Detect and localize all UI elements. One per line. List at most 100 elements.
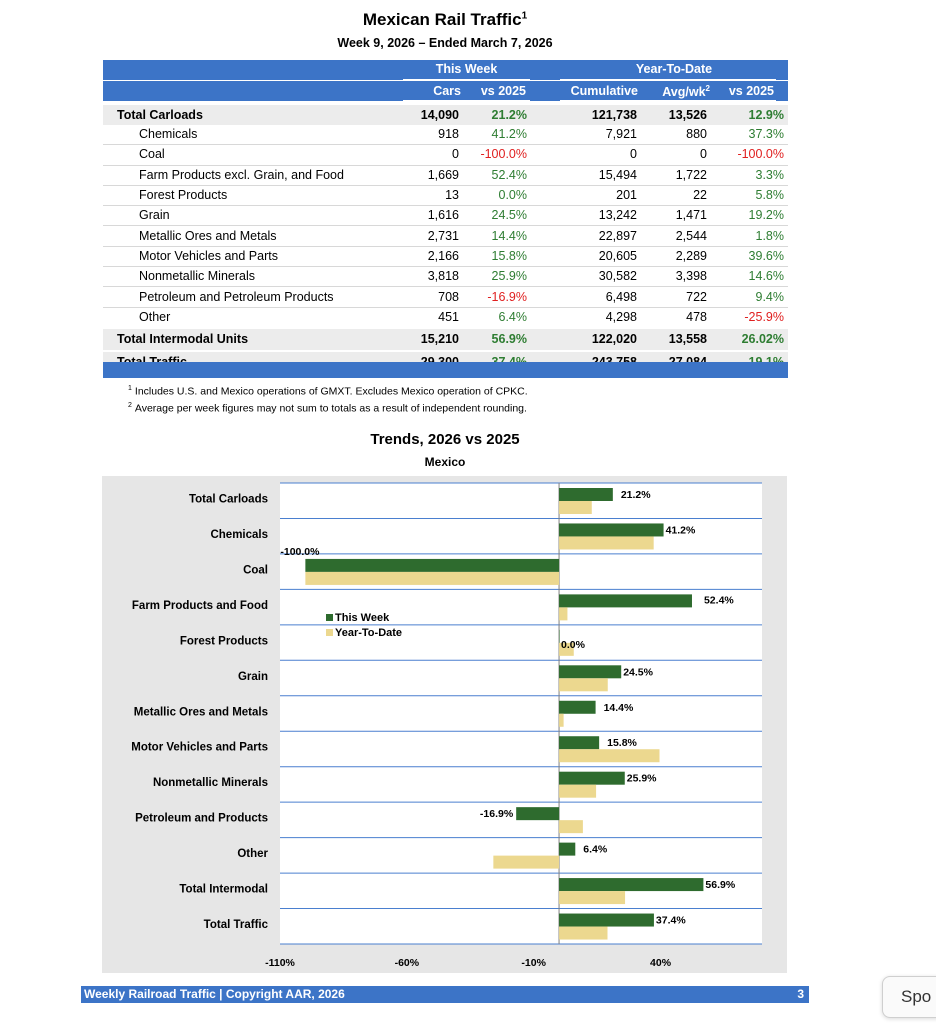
cumulative-cell: 22,897 xyxy=(531,225,641,247)
table-row: Motor Vehicles and Parts 2,166 15.8% 20,605… xyxy=(103,246,788,268)
this-week-bar xyxy=(516,807,560,821)
category-label: Motor Vehicles and Parts xyxy=(131,742,268,754)
ytd-bar xyxy=(559,607,568,621)
legend-label: This Week xyxy=(335,612,390,624)
page-footer: Weekly Railroad Traffic | Copyright AAR,… xyxy=(81,986,809,1003)
cars-cell: 2,731 xyxy=(403,225,463,247)
row-label: Chemicals xyxy=(103,125,403,146)
data-label: 21.2% xyxy=(621,489,651,501)
row-label: Nonmetallic Minerals xyxy=(103,266,403,288)
row-label: Coal xyxy=(103,144,403,166)
ytd-vs-col-header: vs 2025 xyxy=(728,84,774,98)
category-label: Other xyxy=(237,848,268,860)
category-label: Nonmetallic Minerals xyxy=(153,777,268,789)
vs-cell: 0.0% xyxy=(463,185,531,207)
cars-cell: 3,818 xyxy=(403,266,463,288)
this-week-bar xyxy=(559,523,664,537)
avgwk-cell: 0 xyxy=(641,144,711,166)
cumulative-col-header: Cumulative xyxy=(570,84,638,98)
ytd-vs-cell: 12.9% xyxy=(711,105,788,125)
cumulative-cell: 7,921 xyxy=(531,125,641,146)
this-week-bar xyxy=(305,558,560,572)
this-week-bar xyxy=(559,629,560,643)
vs-cell: 56.9% xyxy=(463,326,531,351)
data-label: 24.5% xyxy=(623,666,653,678)
table-row: Other 451 6.4% 4,298 478 -25.9% xyxy=(103,307,788,329)
ytd-vs-cell: 26.02% xyxy=(711,326,788,351)
ytd-bar xyxy=(559,642,574,656)
ytd-vs-cell: 19.2% xyxy=(711,205,788,227)
table-subheader-band xyxy=(103,81,788,101)
cumulative-cell: 122,020 xyxy=(531,326,641,351)
avgwk-cell: 2,544 xyxy=(641,225,711,247)
avgwk-cell: 22 xyxy=(641,185,711,207)
cars-cell: 1,616 xyxy=(403,205,463,227)
ytd-vs-cell: -100.0% xyxy=(711,144,788,166)
cumulative-cell: 121,738 xyxy=(531,105,641,125)
legend-swatch-this-week xyxy=(326,614,333,621)
cars-cell: 0 xyxy=(403,144,463,166)
overlay-button-label: Spo xyxy=(901,987,932,1006)
legend-label: Year-To-Date xyxy=(335,627,402,639)
vs-cell: 25.9% xyxy=(463,266,531,288)
rail-traffic-table: Total Carloads 14,090 21.2% 121,738 13,526 12… xyxy=(103,105,788,373)
avgwk-col-header: Avg/wk2 xyxy=(662,84,710,100)
vs-cell: 6.4% xyxy=(463,307,531,329)
vs-cell: -100.0% xyxy=(463,144,531,166)
ytd-vs-cell: 37.3% xyxy=(711,125,788,146)
table-row: Metallic Ores and Metals 2,731 14.4% 22,897… xyxy=(103,225,788,247)
chart-title: Trends, 2026 vs 2025 xyxy=(370,431,520,448)
cars-cell: 13 xyxy=(403,185,463,207)
data-label: -16.9% xyxy=(480,808,514,820)
table-row: Total Carloads 14,090 21.2% 121,738 13,526 12… xyxy=(103,105,788,125)
header-underline xyxy=(403,100,530,101)
ytd-vs-cell: -25.9% xyxy=(711,307,788,329)
avgwk-cell: 722 xyxy=(641,286,711,308)
overlay-button[interactable]: Spo xyxy=(882,976,936,1018)
ytd-bar xyxy=(559,926,608,940)
ytd-vs-cell: 14.6% xyxy=(711,266,788,288)
table-row: Grain 1,616 24.5% 13,242 1,471 19.2% xyxy=(103,205,788,227)
data-label: 52.4% xyxy=(704,594,734,606)
this-week-bar xyxy=(559,771,625,785)
x-tick-label: -10% xyxy=(521,957,546,969)
cars-cell: 918 xyxy=(403,125,463,146)
cars-cell: 14,090 xyxy=(403,105,463,125)
category-label: Grain xyxy=(238,671,268,683)
header-underline xyxy=(403,79,530,80)
cumulative-cell: 4,298 xyxy=(531,307,641,329)
vs-cell: 24.5% xyxy=(463,205,531,227)
avgwk-cell: 13,526 xyxy=(641,105,711,125)
plot-background xyxy=(280,483,762,944)
category-label: Petroleum and Products xyxy=(135,813,268,825)
ytd-header: Year-To-Date xyxy=(635,62,713,76)
row-label: Total Intermodal Units xyxy=(103,326,403,351)
ytd-vs-cell: 1.8% xyxy=(711,225,788,247)
this-week-header: This Week xyxy=(435,62,498,76)
cumulative-cell: 30,582 xyxy=(531,266,641,288)
data-label: 15.8% xyxy=(607,737,637,749)
header-underline xyxy=(560,100,776,101)
this-week-bar xyxy=(559,842,576,856)
header-underline xyxy=(560,79,776,80)
data-label: 6.4% xyxy=(583,844,608,856)
row-label: Farm Products excl. Grain, and Food xyxy=(103,165,403,186)
this-week-bar xyxy=(559,594,692,608)
this-week-bar xyxy=(559,736,600,750)
legend-swatch-ytd xyxy=(326,629,333,636)
category-label: Metallic Ores and Metals xyxy=(134,706,268,718)
cumulative-cell: 20,605 xyxy=(531,246,641,268)
avgwk-cell: 2,289 xyxy=(641,246,711,268)
data-label: 37.4% xyxy=(656,915,686,927)
ytd-bar xyxy=(559,820,583,834)
table-row: Farm Products excl. Grain, and Food 1,669… xyxy=(103,165,788,186)
avgwk-cell: 13,558 xyxy=(641,326,711,351)
table-row: Chemicals 918 41.2% 7,921 880 37.3% xyxy=(103,125,788,146)
vs-cell: -16.9% xyxy=(463,286,531,308)
row-label: Grain xyxy=(103,205,403,227)
table-footer-band xyxy=(103,362,788,378)
row-label: Metallic Ores and Metals xyxy=(103,225,403,247)
category-label: Chemicals xyxy=(210,529,268,541)
ytd-bar xyxy=(559,784,597,798)
ytd-bar xyxy=(559,501,592,514)
